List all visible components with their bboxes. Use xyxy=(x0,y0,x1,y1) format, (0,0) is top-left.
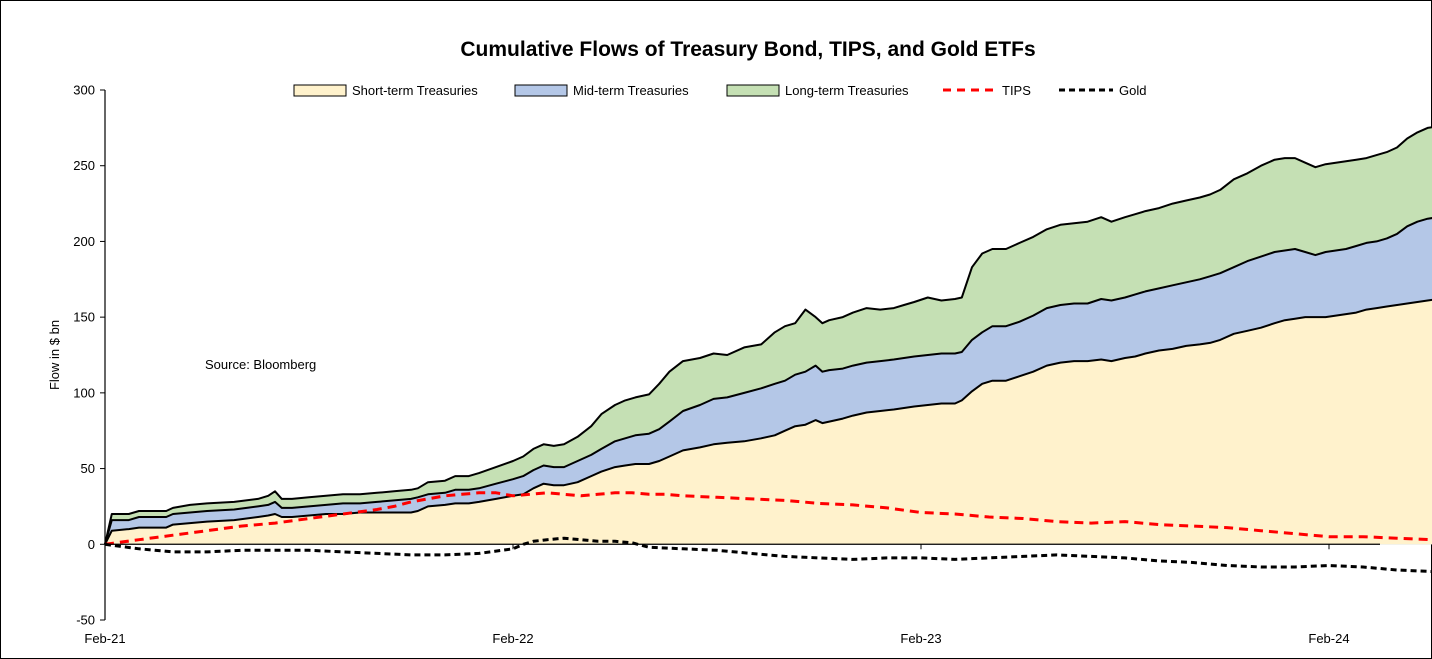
y-tick-label: 250 xyxy=(73,158,95,173)
line-series xyxy=(104,491,1432,573)
legend: Short-term Treasuries Mid-term Treasurie… xyxy=(293,83,1146,98)
area-outline-mid-term-treasuries xyxy=(104,217,1432,545)
y-axis-label: Flow in $ bn xyxy=(47,320,62,390)
x-tick-label: Feb-21 xyxy=(84,631,125,646)
stacked-areas xyxy=(104,126,1432,545)
legend-swatch-mid-term xyxy=(514,84,568,97)
area-short-term-treasuries xyxy=(105,299,1432,545)
x-tick-label: Feb-23 xyxy=(900,631,941,646)
y-tick-label: -50 xyxy=(76,613,95,628)
y-tick-label: 300 xyxy=(73,83,95,98)
chart-title: Cumulative Flows of Treasury Bond, TIPS,… xyxy=(460,38,1035,61)
legend-swatch-short-term xyxy=(293,84,347,97)
area-outline-long-term-treasuries xyxy=(104,126,1432,545)
area-outline-short-term-treasuries xyxy=(104,298,1432,545)
legend-label-short-term: Short-term Treasuries xyxy=(352,83,478,98)
x-tick-label: Feb-24 xyxy=(1308,631,1349,646)
source-note: Source: Bloomberg xyxy=(205,357,316,372)
y-tick-label: 150 xyxy=(73,310,95,325)
y-tick-label: 100 xyxy=(73,385,95,400)
legend-label-long-term: Long-term Treasuries xyxy=(785,83,909,98)
legend-swatch-long-term xyxy=(726,84,780,97)
legend-label-tips: TIPS xyxy=(1002,83,1031,98)
y-tick-label: 200 xyxy=(73,234,95,249)
legend-label-mid-term: Mid-term Treasuries xyxy=(573,83,689,98)
line-gold xyxy=(104,536,1432,573)
legend-label-gold: Gold xyxy=(1119,83,1146,98)
y-tick-label: 0 xyxy=(88,537,95,552)
axes: -50 0 50 100 150 200 250 300 Feb-21 Feb-22 Feb-23 F… xyxy=(73,83,1380,646)
y-tick-label: 50 xyxy=(81,461,95,476)
line-tips xyxy=(104,491,1432,546)
x-tick-label: Feb-22 xyxy=(492,631,533,646)
